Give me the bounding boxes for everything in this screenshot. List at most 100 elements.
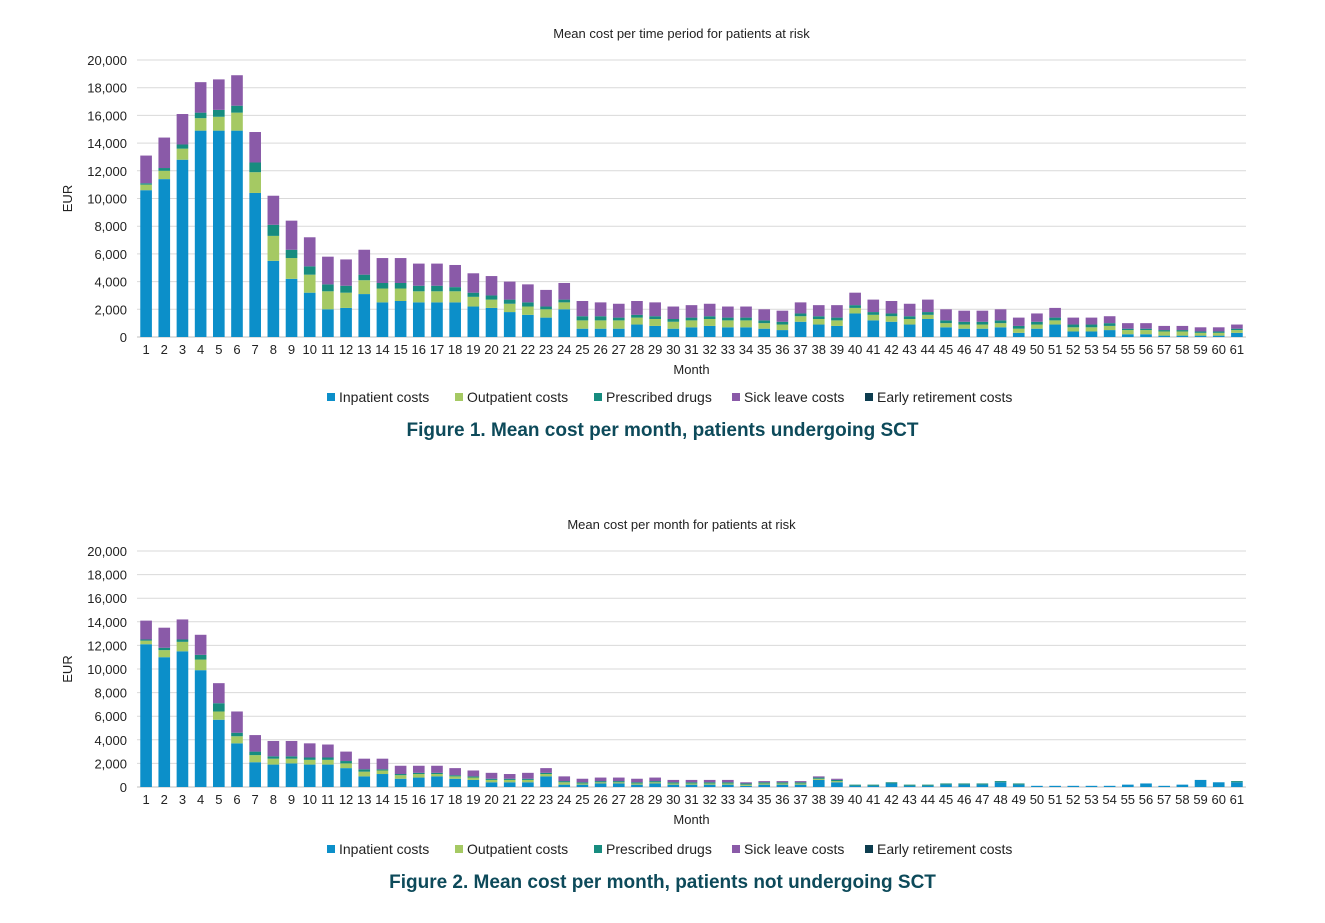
bar-segment [1012, 317, 1025, 326]
x-tick-label: 61 [1230, 792, 1244, 807]
y-tick-label: 20,000 [87, 53, 127, 68]
bar-segment [1067, 324, 1080, 328]
bar-segment [412, 765, 425, 773]
bar-segment [485, 295, 498, 300]
bar-segment [540, 776, 552, 787]
bar-segment [1158, 325, 1171, 331]
y-axis-label: EUR [60, 655, 75, 682]
x-tick-label: 52 [1066, 792, 1080, 807]
bar-segment [431, 285, 443, 292]
bar-segment [776, 781, 789, 783]
bar-segment [776, 782, 789, 784]
bar-segment [467, 273, 480, 293]
x-tick-label: 58 [1175, 792, 1189, 807]
x-tick-label: 35 [757, 342, 771, 357]
bar-segment [376, 258, 389, 283]
bar-segment [267, 756, 280, 759]
bar-segment [649, 325, 661, 337]
bar-segment [194, 654, 207, 660]
bar-segment [503, 281, 516, 300]
y-tick-label: 14,000 [87, 136, 127, 151]
bar-segment [631, 324, 643, 337]
bar-segment [1158, 330, 1171, 332]
legend-swatch [327, 845, 335, 853]
bar-segment [576, 316, 589, 321]
x-tick-label: 13 [357, 342, 371, 357]
bar-segment [612, 783, 625, 787]
bar-segment [867, 320, 880, 337]
bar-segment [503, 779, 516, 783]
bar-segment [740, 320, 752, 328]
bar-segment [1176, 784, 1189, 787]
bar-segment [958, 783, 971, 785]
y-tick-label: 20,000 [87, 544, 127, 559]
bar-segment [1122, 784, 1134, 787]
bar-segment [485, 299, 498, 308]
bar-segment [740, 784, 752, 786]
bar-segment [631, 783, 643, 785]
bar-segment [1085, 785, 1098, 787]
bar-segment [449, 778, 461, 787]
x-tick-label: 9 [288, 342, 295, 357]
x-tick-label: 3 [179, 342, 186, 357]
x-tick-label: 29 [648, 342, 662, 357]
bar-segment [194, 659, 207, 671]
bar-segment [194, 112, 207, 119]
x-tick-label: 8 [270, 792, 277, 807]
x-tick-label: 39 [830, 342, 844, 357]
bar-segment [740, 782, 752, 784]
bar-segment [176, 159, 189, 337]
x-tick-label: 22 [521, 792, 535, 807]
bar-segment [231, 112, 243, 131]
bar-segment [685, 327, 698, 337]
bar-segment [1176, 330, 1189, 332]
bar-segment [322, 309, 334, 337]
x-tick-label: 41 [866, 792, 880, 807]
bar-segment [176, 114, 189, 145]
bar-segment [776, 324, 789, 331]
x-tick-label: 36 [775, 342, 789, 357]
bar-segment [485, 307, 498, 337]
bar-segment [212, 703, 225, 712]
x-tick-label: 32 [702, 342, 716, 357]
bar-segment [794, 784, 807, 787]
bar-segment [1176, 331, 1189, 336]
bar-segment [576, 783, 589, 785]
bar-segment [649, 782, 661, 784]
bar-segment [412, 302, 425, 337]
bar-segment [1049, 317, 1061, 321]
y-tick-label: 8,000 [94, 686, 127, 701]
bar-segment [358, 249, 371, 275]
bar-segment [231, 130, 243, 337]
bar-segment [612, 303, 625, 318]
bar-segment [631, 784, 643, 787]
x-tick-label: 24 [557, 342, 571, 357]
x-tick-label: 11 [321, 342, 335, 357]
bar-segment [722, 306, 734, 318]
bar-segment [1140, 330, 1152, 335]
bar-segment [885, 300, 898, 314]
bar-segment [1049, 307, 1061, 318]
bar-segment [303, 274, 316, 293]
bar-segment [249, 172, 261, 193]
bar-segment [1067, 327, 1080, 332]
bar-segment [594, 328, 607, 337]
bar-segment [322, 759, 334, 765]
bar-segment [176, 144, 189, 149]
bar-segment [758, 323, 771, 329]
bar-segment [394, 258, 407, 283]
x-tick-label: 21 [502, 792, 516, 807]
bar-segment [940, 783, 952, 785]
bar-segment [649, 316, 661, 319]
bar-segment [1103, 330, 1116, 337]
x-tick-label: 5 [215, 342, 222, 357]
bar-segment [867, 314, 880, 321]
bar-segment [503, 774, 516, 779]
bar-segment [794, 302, 807, 314]
bar-segment [140, 639, 152, 641]
bar-segment [140, 183, 152, 185]
bar-segment [794, 782, 807, 784]
bar-segment [1194, 331, 1207, 333]
bar-segment [685, 779, 698, 783]
x-tick-label: 7 [252, 342, 259, 357]
